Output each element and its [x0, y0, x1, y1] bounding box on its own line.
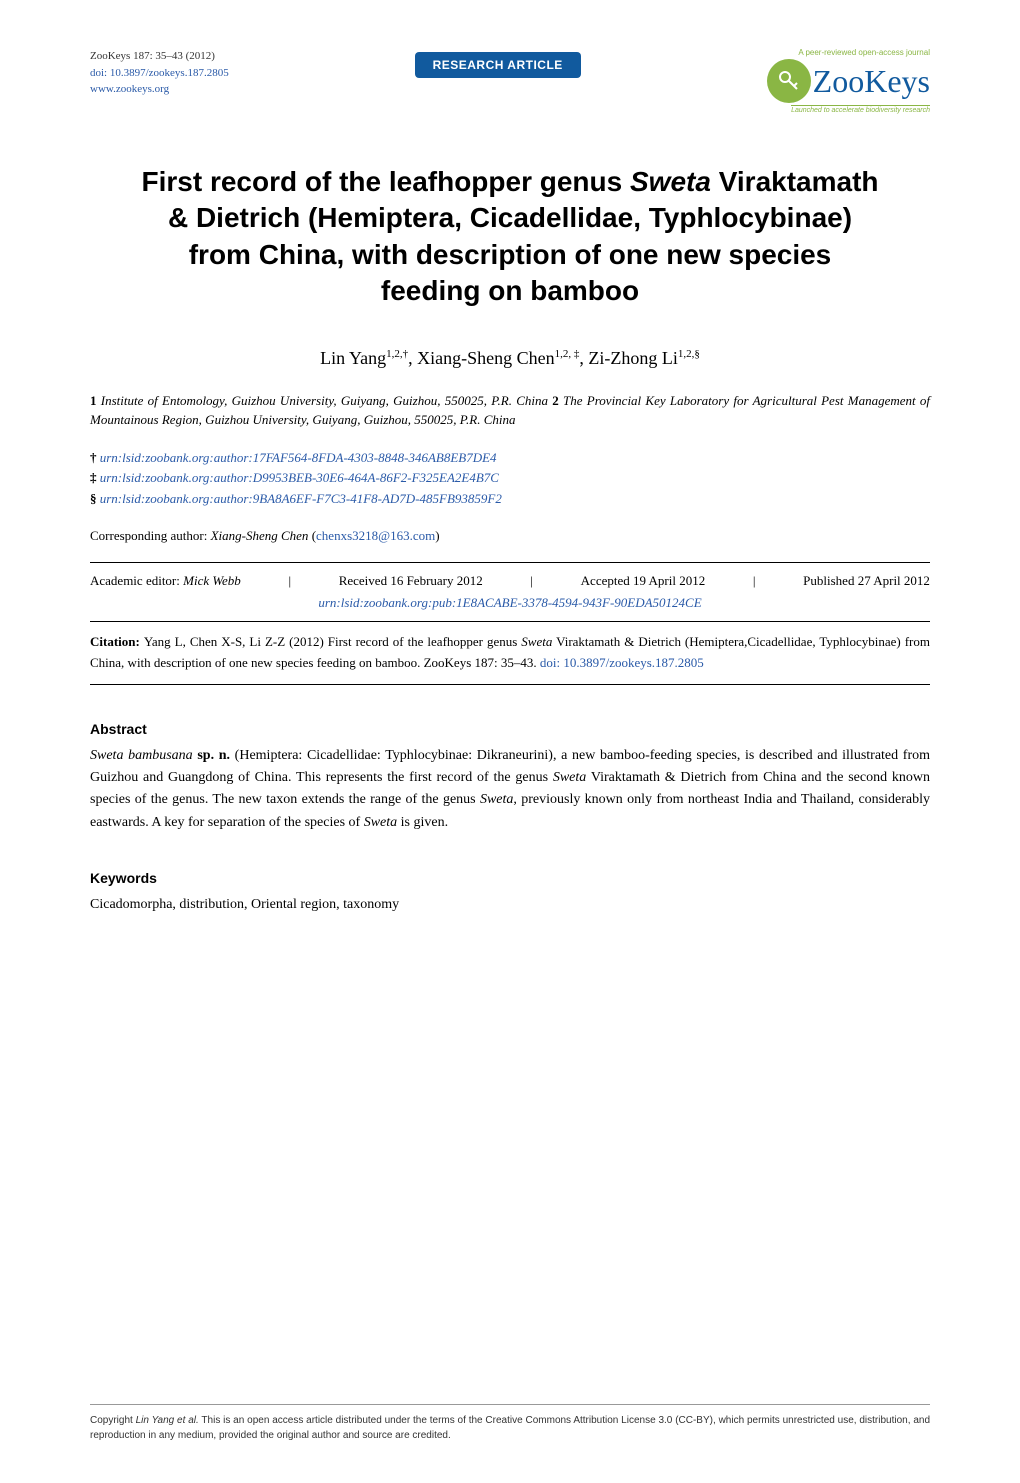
citation-text: Yang L, Chen X-S, Li Z-Z (2012) First re… — [144, 634, 521, 649]
aff-text: Institute of Entomology, Guizhou Univers… — [101, 393, 548, 408]
page-header: ZooKeys 187: 35–43 (2012) doi: 10.3897/z… — [90, 48, 930, 114]
divider — [90, 562, 930, 563]
divider — [90, 621, 930, 622]
copyright-footer: Copyright Lin Yang et al. This is an ope… — [90, 1404, 930, 1443]
sep: | — [753, 573, 756, 589]
authors: Lin Yang1,2,†, Xiang-Sheng Chen1,2, ‡, Z… — [90, 348, 930, 369]
abstract-heading: Abstract — [90, 721, 930, 737]
article-title: First record of the leafhopper genus Swe… — [90, 164, 930, 310]
keywords-text: Cicadomorpha, distribution, Oriental reg… — [90, 894, 930, 915]
license-text: This is an open access article distribut… — [90, 1415, 930, 1441]
aff-number: 2 — [552, 393, 559, 408]
dagger: § — [90, 491, 97, 506]
citation-label: Citation: — [90, 634, 144, 649]
title-part: & Dietrich (Hemiptera, Cicadellidae, Typ… — [168, 202, 852, 233]
citation-block: Citation: Yang L, Chen X-S, Li Z-Z (2012… — [90, 632, 930, 674]
urn-link[interactable]: urn:lsid:zoobank.org:author:17FAF564-8FD… — [100, 450, 497, 465]
citation-genus: Sweta — [521, 634, 552, 649]
species-name: Sweta bambusana — [90, 748, 193, 763]
corr-email[interactable]: chenxs3218@163.com — [316, 528, 435, 543]
editor-label: Academic editor: — [90, 573, 183, 588]
citation-doi[interactable]: doi: 10.3897/zookeys.187.2805 — [540, 655, 704, 670]
peer-review-text: A peer-reviewed open-access journal — [798, 48, 930, 57]
author-urns: † urn:lsid:zoobank.org:author:17FAF564-8… — [90, 448, 930, 510]
author-name: Zi-Zhong Li — [588, 348, 677, 368]
title-part: feeding on bamboo — [381, 275, 639, 306]
keywords-heading: Keywords — [90, 870, 930, 886]
zookeys-logo: ZooKeys — [767, 59, 930, 103]
editor-dates-row: Academic editor: Mick Webb | Received 16… — [90, 573, 930, 589]
dagger: ‡ — [90, 470, 97, 485]
aff-number: 1 — [90, 393, 97, 408]
title-genus: Sweta — [630, 166, 711, 197]
corresponding-author: Corresponding author: Xiang-Sheng Chen (… — [90, 528, 930, 544]
sep: | — [288, 573, 291, 589]
genus-name: Sweta — [480, 792, 513, 807]
published-date: Published 27 April 2012 — [803, 573, 930, 589]
genus-name: Sweta — [553, 770, 586, 785]
research-article-badge: RESEARCH ARTICLE — [415, 52, 581, 78]
urn-link[interactable]: urn:lsid:zoobank.org:author:9BA8A6EF-F7C… — [100, 491, 502, 506]
title-part: from China, with description of one new … — [189, 239, 832, 270]
corr-name: Xiang-Sheng Chen — [211, 528, 309, 543]
journal-ref: ZooKeys 187: 35–43 (2012) — [90, 48, 229, 65]
author-sup: 1,2,† — [386, 348, 408, 360]
author-name: Lin Yang — [320, 348, 386, 368]
logo-tagline: Launched to accelerate biodiversity rese… — [791, 105, 930, 114]
sep: | — [530, 573, 533, 589]
abstract-part: is given. — [397, 815, 448, 830]
journal-logo: A peer-reviewed open-access journal ZooK… — [767, 48, 930, 114]
logo-text: ZooKeys — [813, 63, 930, 100]
sp-nov: sp. n. — [193, 748, 230, 763]
header-left: ZooKeys 187: 35–43 (2012) doi: 10.3897/z… — [90, 48, 229, 98]
author-name: Xiang-Sheng Chen — [417, 348, 554, 368]
author-sup: 1,2, ‡ — [555, 348, 580, 360]
received-date: Received 16 February 2012 — [339, 573, 483, 589]
academic-editor: Academic editor: Mick Webb — [90, 573, 241, 589]
dagger: † — [90, 450, 97, 465]
genus-name: Sweta — [364, 815, 397, 830]
urn-row: † urn:lsid:zoobank.org:author:17FAF564-8… — [90, 448, 930, 469]
title-part: Viraktamath — [711, 166, 879, 197]
key-icon — [767, 59, 811, 103]
doi-line: doi: 10.3897/zookeys.187.2805 — [90, 65, 229, 82]
accepted-date: Accepted 19 April 2012 — [581, 573, 706, 589]
copyright-holder: Lin Yang et al. — [136, 1415, 199, 1426]
author-sup: 1,2,§ — [678, 348, 700, 360]
site-url[interactable]: www.zookeys.org — [90, 81, 229, 98]
urn-row: ‡ urn:lsid:zoobank.org:author:D9953BEB-3… — [90, 468, 930, 489]
pub-urn[interactable]: urn:lsid:zoobank.org:pub:1E8ACABE-3378-4… — [90, 595, 930, 611]
urn-link[interactable]: urn:lsid:zoobank.org:author:D9953BEB-30E… — [100, 470, 499, 485]
title-part: First record of the leafhopper genus — [141, 166, 630, 197]
urn-row: § urn:lsid:zoobank.org:author:9BA8A6EF-F… — [90, 489, 930, 510]
abstract-text: Sweta bambusana sp. n. (Hemiptera: Cicad… — [90, 745, 930, 835]
divider — [90, 684, 930, 685]
doi-text[interactable]: doi: 10.3897/zookeys.187.2805 — [90, 67, 229, 79]
copyright-label: Copyright — [90, 1415, 136, 1426]
editor-name: Mick Webb — [183, 573, 241, 588]
corr-label: Corresponding author: — [90, 528, 211, 543]
affiliations: 1 Institute of Entomology, Guizhou Unive… — [90, 391, 930, 430]
